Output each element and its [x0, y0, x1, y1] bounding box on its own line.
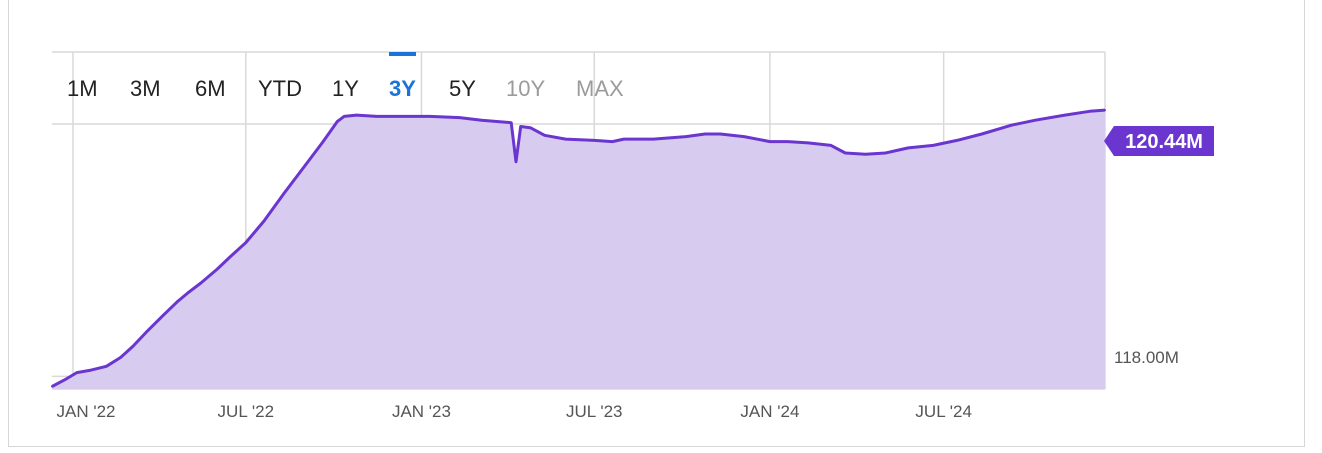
x-tick-label: JAN '22 — [56, 402, 116, 421]
data-point — [429, 115, 431, 118]
data-point — [907, 146, 910, 149]
data-point — [519, 125, 522, 128]
y-tick-label: 118.00M — [1114, 348, 1179, 367]
data-point — [1063, 114, 1066, 117]
data-point — [65, 377, 68, 380]
range-button-1m[interactable]: 1M — [67, 76, 98, 101]
data-point — [515, 160, 517, 163]
data-point — [90, 369, 93, 372]
data-point — [199, 282, 202, 284]
data-point — [652, 138, 655, 141]
last-value-badge: 120.44M — [1104, 126, 1214, 156]
range-button-3m[interactable]: 3M — [130, 76, 161, 101]
data-point — [807, 141, 810, 144]
data-point — [743, 135, 746, 138]
data-point — [262, 220, 265, 223]
data-point — [322, 140, 325, 143]
data-point — [75, 371, 78, 374]
data-point — [186, 292, 189, 295]
data-point — [529, 126, 532, 129]
data-point — [564, 138, 567, 141]
data-point — [132, 345, 135, 348]
range-button-5y[interactable]: 5Y — [449, 76, 476, 101]
series-area — [52, 110, 1105, 389]
data-point — [510, 121, 513, 124]
data-point — [768, 140, 771, 143]
data-point — [611, 140, 614, 143]
data-point — [283, 192, 285, 195]
x-tick-label: JUL '23 — [566, 402, 623, 421]
data-point — [980, 133, 983, 135]
data-point — [830, 144, 832, 147]
range-button-max: MAX — [576, 76, 624, 101]
data-point — [884, 152, 887, 154]
x-tick-label: JAN '24 — [740, 402, 800, 421]
data-point — [105, 365, 108, 368]
last-value-label: 120.44M — [1125, 131, 1203, 153]
data-point — [51, 385, 53, 388]
data-point — [176, 300, 179, 303]
data-point — [161, 314, 164, 317]
range-button-6m[interactable]: 6M — [195, 76, 226, 101]
data-point — [543, 134, 546, 137]
data-point — [684, 135, 687, 138]
data-point — [1010, 124, 1013, 127]
x-tick-label: JUL '22 — [217, 402, 275, 421]
data-point — [336, 120, 339, 123]
data-point — [458, 116, 461, 119]
range-button-1y[interactable]: 1Y — [332, 76, 359, 101]
data-point — [229, 255, 232, 258]
data-point — [1088, 110, 1091, 113]
data-point — [956, 139, 958, 142]
data-point — [304, 164, 306, 167]
data-point — [119, 356, 122, 359]
data-point — [216, 268, 219, 271]
data-point — [864, 153, 867, 156]
data-points — [51, 109, 1106, 388]
data-point — [593, 139, 596, 142]
range-button-ytd[interactable]: YTD — [258, 76, 302, 101]
data-point — [719, 133, 722, 135]
data-point — [480, 119, 483, 122]
data-point — [622, 138, 625, 141]
last-value-badge-shape — [1104, 126, 1214, 156]
data-point — [1104, 109, 1106, 112]
data-point — [244, 241, 247, 244]
data-point — [399, 115, 402, 118]
data-point — [343, 115, 346, 118]
range-button-10y: 10Y — [506, 76, 546, 101]
x-tick-label: JUL '24 — [915, 402, 972, 421]
data-point — [932, 144, 935, 147]
data-point — [787, 140, 789, 143]
data-point — [375, 115, 378, 118]
range-button-3y[interactable]: 3Y — [389, 52, 416, 104]
data-point — [844, 152, 847, 154]
x-tick-label: JAN '23 — [391, 402, 451, 421]
data-point — [1034, 119, 1037, 122]
chart-frame — [8, 0, 1305, 447]
data-point — [704, 133, 706, 135]
data-point — [355, 114, 358, 117]
data-point — [146, 329, 149, 332]
